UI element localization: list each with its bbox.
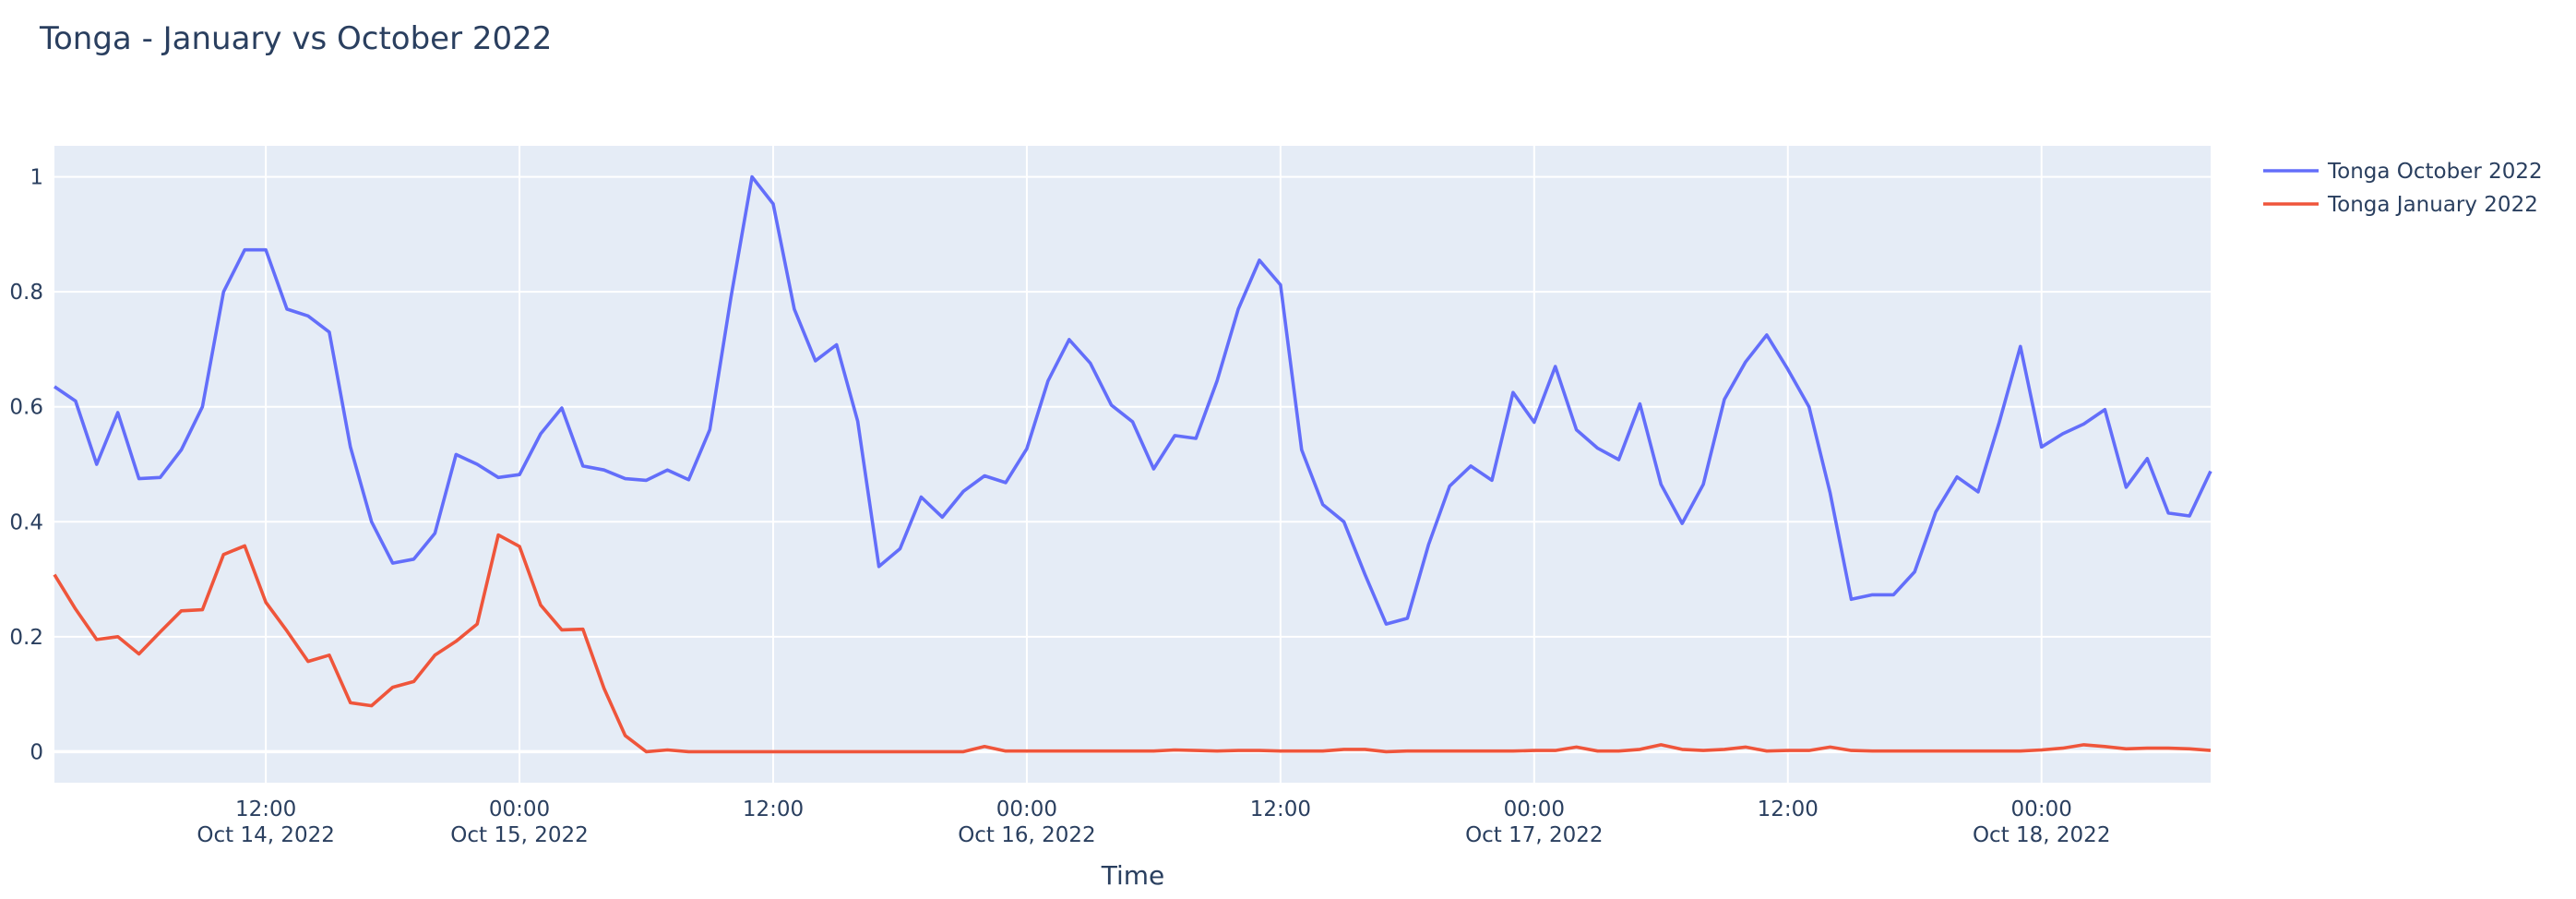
x-tick-label: 12:00	[235, 797, 296, 821]
x-tick-label: 00:00	[996, 797, 1057, 821]
x-gridlines	[265, 146, 2043, 783]
x-tick-sublabel: Oct 17, 2022	[1465, 823, 1604, 847]
x-tick-label: 00:00	[2011, 797, 2072, 821]
x-axis-title: Time	[1101, 860, 1165, 891]
legend-label: Tonga January 2022	[2327, 193, 2538, 217]
series-line-october[interactable]	[53, 174, 2212, 626]
legend-item[interactable]: Tonga January 2022	[2263, 193, 2538, 217]
x-tick-sublabel: Oct 18, 2022	[1973, 823, 2111, 847]
legend: Tonga October 2022 Tonga January 2022	[2263, 160, 2543, 217]
x-tick-label: 12:00	[1250, 797, 1311, 821]
chart-title: Tonga - January vs October 2022	[40, 20, 553, 57]
x-tick-label: 12:00	[743, 797, 804, 821]
y-tick-label: 0.6	[9, 396, 43, 420]
x-tick-label: 12:00	[1758, 797, 1819, 821]
legend-label: Tonga October 2022	[2327, 160, 2543, 184]
y-tick-label: 0.2	[9, 626, 43, 650]
series-line-january[interactable]	[53, 533, 2212, 754]
x-tick-label: 00:00	[1504, 797, 1565, 821]
legend-item[interactable]: Tonga October 2022	[2263, 160, 2543, 184]
x-tick-sublabel: Oct 16, 2022	[958, 823, 1096, 847]
y-tick-label: 0	[30, 740, 43, 764]
plot-area	[54, 146, 2211, 783]
y-tick-label: 1	[30, 166, 43, 190]
series-layer	[53, 174, 2212, 754]
x-tick-sublabel: Oct 14, 2022	[197, 823, 335, 847]
y-tick-label: 0.8	[9, 281, 43, 305]
y-tick-label: 0.4	[9, 510, 43, 534]
x-tick-sublabel: Oct 15, 2022	[450, 823, 589, 847]
y-axis-ticks: 0 0.2 0.4 0.6 0.8 1	[9, 166, 43, 765]
x-tick-label: 00:00	[489, 797, 550, 821]
